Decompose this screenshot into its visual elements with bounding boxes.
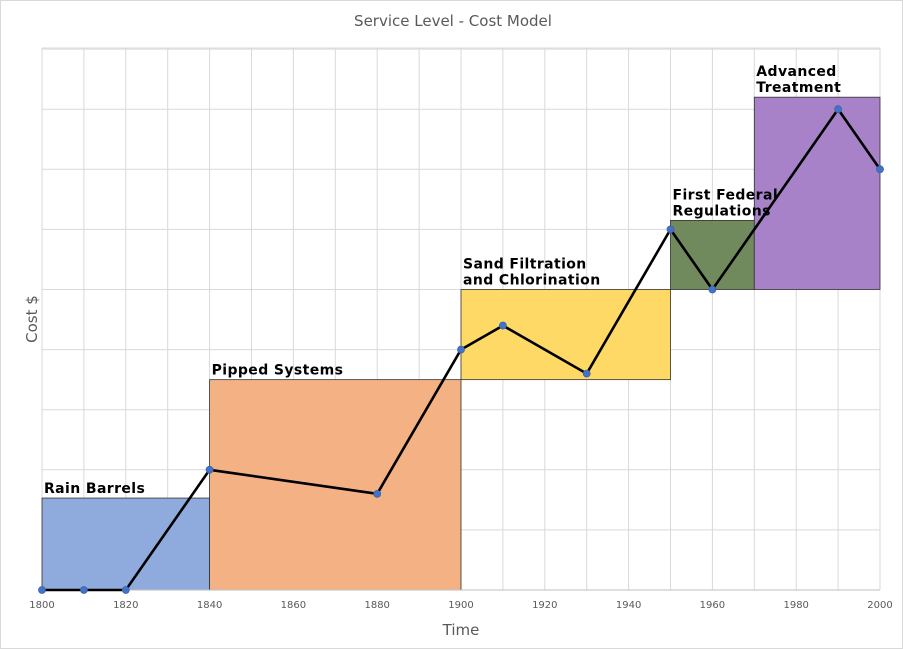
series-line-0	[42, 106, 882, 592]
era-box-0	[41, 497, 211, 591]
data-point-1840	[205, 465, 214, 474]
x-tick-label-1880: 1880	[364, 600, 389, 611]
era-boxes	[41, 96, 881, 591]
x-tick-label-1980: 1980	[783, 600, 808, 611]
era-label-3: First Federal Regulations	[673, 187, 779, 219]
era-box-1	[209, 379, 462, 591]
era-label-1: Pipped Systems	[212, 363, 344, 379]
era-label-line: Treatment	[756, 80, 841, 96]
era-label-line: and Chlorination	[463, 273, 601, 289]
x-tick-label-1860: 1860	[281, 600, 306, 611]
era-label-2: Sand Filtration and Chlorination	[463, 257, 601, 289]
x-tick-label-1820: 1820	[113, 600, 138, 611]
cost-line-series	[38, 105, 884, 594]
y-axis-title: Cost $	[23, 295, 41, 343]
era-label-line: Regulations	[673, 203, 771, 219]
x-tick-label-1960: 1960	[700, 600, 725, 611]
axes: 1800 1820 1840 1860 1880 1900 1920 1940 1960 1980…	[29, 589, 893, 611]
data-point-1820	[121, 586, 130, 594]
data-point-1990	[834, 105, 842, 114]
era-label-4: Advanced Treatment	[756, 64, 841, 96]
era-box-3	[670, 219, 755, 290]
data-point-1910	[498, 321, 507, 330]
era-box-2	[460, 289, 671, 381]
x-tick-label-1920: 1920	[532, 600, 557, 611]
x-tick-label-1800: 1800	[29, 600, 54, 611]
data-point-1950	[666, 225, 675, 234]
x-tick-label-1940: 1940	[616, 600, 641, 611]
x-tick-label-1840: 1840	[197, 600, 222, 611]
era-label-line: First Federal	[673, 187, 779, 203]
era-label-line: Sand Filtration	[463, 257, 587, 273]
data-point-1930	[582, 369, 591, 378]
data-point-1810	[80, 586, 88, 594]
data-point-1880	[373, 489, 382, 498]
data-point-1800	[38, 586, 46, 594]
data-point-1900	[457, 345, 465, 354]
era-label-line: Advanced	[756, 64, 836, 80]
x-axis-title: Time	[442, 621, 480, 639]
era-label-0: Rain Barrels	[44, 481, 145, 497]
era-box-4	[753, 96, 881, 290]
x-tick-label-1900: 1900	[448, 600, 473, 611]
era-label-line: Rain Barrels	[44, 481, 145, 497]
data-point-2000	[876, 165, 884, 174]
era-label-line: Pipped Systems	[212, 363, 344, 379]
era-labels: Rain Barrels Pipped Systems Sand Filtratio…	[44, 64, 841, 497]
chart-title: Service Level - Cost Model	[354, 12, 552, 30]
data-point-1960	[708, 285, 717, 294]
x-tick-label-2000: 2000	[867, 600, 892, 611]
